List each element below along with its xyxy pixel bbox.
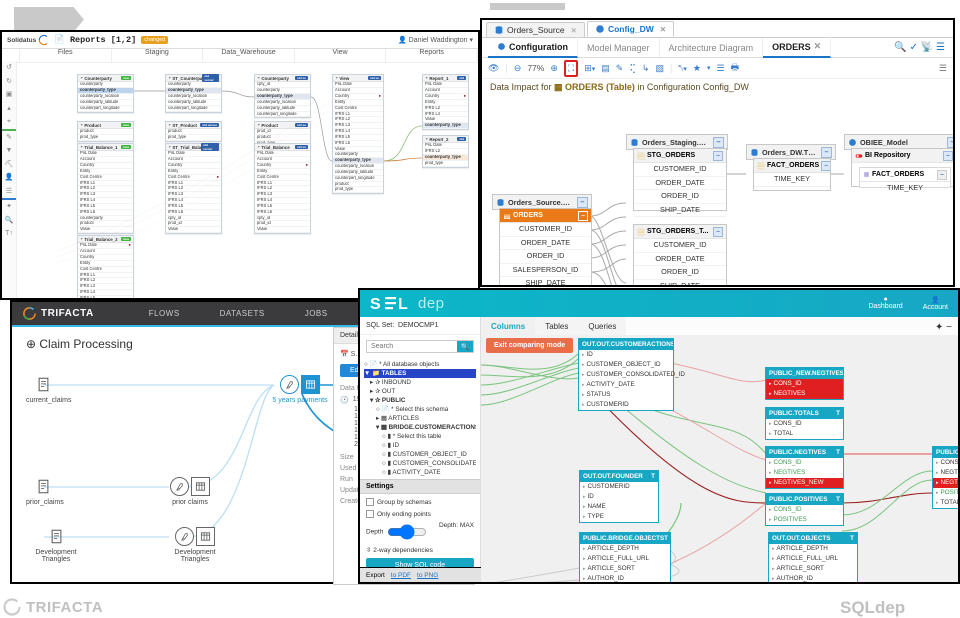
- svg-text:L: L: [398, 296, 408, 313]
- svg-text:S: S: [370, 296, 381, 313]
